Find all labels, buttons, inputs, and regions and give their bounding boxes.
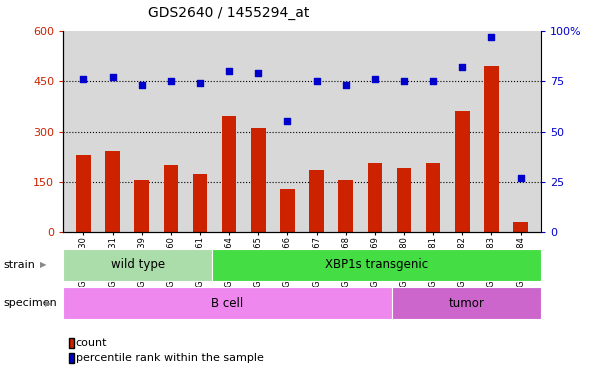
Bar [426,164,441,232]
Bar [338,180,353,232]
Text: B cell: B cell [211,297,243,310]
Point [137,82,147,88]
Bar [280,189,294,232]
Point [195,80,205,86]
Bar [368,164,382,232]
Bar [513,222,528,232]
Text: count: count [76,338,107,348]
Bar [212,249,541,281]
Text: tumor: tumor [448,297,484,310]
Bar [455,111,469,232]
Text: ▶: ▶ [40,260,46,270]
Point [108,74,117,80]
Point [516,175,525,181]
Text: XBP1s transgenic: XBP1s transgenic [325,258,429,271]
Text: specimen: specimen [3,298,56,308]
Bar [392,288,541,319]
Bar [222,116,236,232]
Bar [105,151,120,232]
Bar [251,128,266,232]
Point [312,78,322,84]
Point [429,78,438,84]
Point [487,34,496,40]
Bar [484,66,499,232]
Point [79,76,88,82]
Text: strain: strain [3,260,35,270]
Point [399,78,409,84]
Point [457,64,467,70]
Bar [163,165,178,232]
Text: ▶: ▶ [44,299,51,308]
Point [341,82,350,88]
Point [254,70,263,76]
Text: wild type: wild type [111,258,165,271]
Text: percentile rank within the sample: percentile rank within the sample [76,353,263,363]
Bar [76,155,91,232]
Point [224,68,234,74]
Bar [193,174,207,232]
Bar [310,170,324,232]
Point [166,78,175,84]
Bar [135,180,149,232]
Point [370,76,380,82]
Bar [63,249,212,281]
Text: GDS2640 / 1455294_at: GDS2640 / 1455294_at [148,6,309,20]
Bar [63,288,392,319]
Point [282,118,292,124]
Bar [397,169,411,232]
